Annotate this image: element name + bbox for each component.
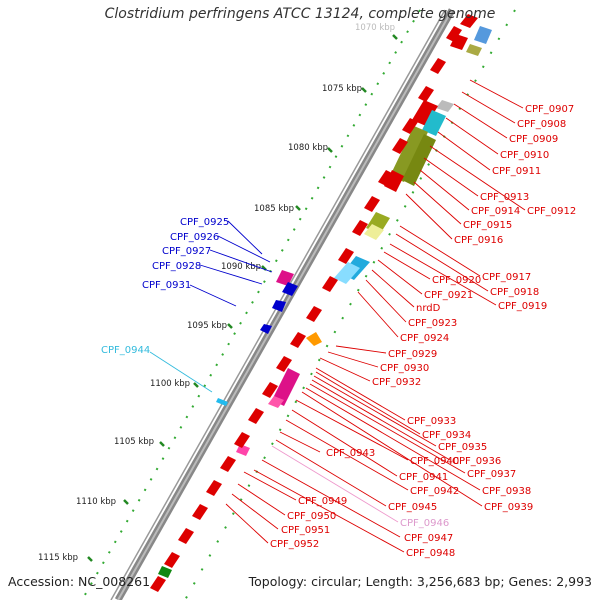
scale-label-1095: 1095 kbp — [187, 321, 227, 331]
gene-label[interactable]: CPF_0918 — [490, 287, 539, 298]
gene-label[interactable]: CPF_0951 — [281, 525, 330, 536]
gene-feature[interactable] — [364, 224, 384, 240]
gene-label[interactable]: CPF_0934 — [422, 430, 471, 441]
gene-label[interactable]: CPF_0946 — [400, 518, 449, 529]
gene-label[interactable]: CPF_0941 — [399, 472, 448, 483]
gene-feature[interactable] — [384, 170, 404, 192]
gene-label[interactable]: CPF_0913 — [480, 192, 529, 203]
gene-feature[interactable] — [390, 126, 428, 182]
gene-feature[interactable] — [422, 110, 446, 136]
gene-feature[interactable] — [474, 26, 492, 44]
gene-label[interactable]: CPF_0923 — [408, 318, 457, 329]
gene-label[interactable]: CPF_0921 — [424, 290, 473, 301]
backbone-gene-arrows — [150, 26, 462, 592]
gene-label[interactable]: CPF_0909 — [509, 134, 558, 145]
gene-label[interactable]: CPF_0908 — [517, 119, 566, 130]
gene-feature[interactable] — [466, 44, 482, 56]
gene-label[interactable]: CPF_0938 — [482, 486, 531, 497]
gene-feature[interactable] — [216, 398, 228, 406]
gene-feature[interactable] — [272, 368, 300, 406]
scale-label-1070: 1070 kbp — [355, 23, 395, 33]
scale-label-1115: 1115 kbp — [38, 553, 78, 563]
gene-label[interactable]: CPF_0940 — [410, 456, 459, 467]
gene-label[interactable]: CPF_0928 — [152, 261, 201, 272]
gene-label[interactable]: CPF_0930 — [380, 363, 429, 374]
gene-label[interactable]: CPF_0937 — [467, 469, 516, 480]
topology-label: Topology: circular; Length: 3,256,683 bp… — [248, 574, 592, 589]
gene-label[interactable]: CPF_0942 — [410, 486, 459, 497]
gene-label[interactable]: CPF_0919 — [498, 301, 547, 312]
genome-backbone-highlight — [117, 9, 453, 600]
gene-feature[interactable] — [306, 332, 322, 346]
gene-label[interactable]: CPF_0925 — [180, 217, 229, 228]
gene-label[interactable]: CPF_0907 — [525, 104, 574, 115]
scale-label-1105: 1105 kbp — [114, 437, 154, 447]
gene-feature[interactable] — [236, 444, 250, 456]
gene-label[interactable]: nrdD — [416, 303, 441, 314]
gene-label[interactable]: CPF_0912 — [527, 206, 576, 217]
gene-feature[interactable] — [260, 324, 272, 334]
gene-label[interactable]: CPF_0927 — [162, 246, 211, 257]
scale-label-1085: 1085 kbp — [254, 204, 294, 214]
gene-label[interactable]: CPF_0950 — [287, 511, 336, 522]
gene-feature[interactable] — [436, 100, 454, 112]
gene-feature[interactable] — [460, 14, 478, 28]
gene-feature[interactable] — [282, 282, 298, 296]
gene-label[interactable]: CPF_0939 — [484, 502, 533, 513]
forward-strand-genes[interactable] — [158, 14, 492, 578]
scale-major-ticks — [87, 34, 398, 562]
gene-label[interactable]: CPF_0948 — [406, 548, 455, 559]
gene-feature[interactable] — [272, 300, 286, 312]
gene-feature[interactable] — [158, 566, 172, 578]
gene-label[interactable]: CPF_0947 — [404, 533, 453, 544]
gene-label[interactable]: CPF_0917 — [482, 272, 531, 283]
gene-label[interactable]: CPF_0914 — [471, 206, 520, 217]
gene-label[interactable]: CPF_0933 — [407, 416, 456, 427]
gene-label[interactable]: CPF_0931 — [142, 280, 191, 291]
gene-label[interactable]: CPF_0944 — [101, 345, 150, 356]
gene-label[interactable]: CPF_0945 — [388, 502, 437, 513]
gene-label[interactable]: CPF_0935 — [438, 442, 487, 453]
scale-label-1100: 1100 kbp — [150, 379, 190, 389]
scale-label-1110: 1110 kbp — [76, 497, 116, 507]
map-title: Clostridium perfringens ATCC 13124, comp… — [104, 6, 496, 22]
scale-label-1080: 1080 kbp — [288, 143, 328, 153]
gene-label[interactable]: CPF_0911 — [492, 166, 541, 177]
gene-feature[interactable] — [268, 396, 284, 408]
gene-label[interactable]: CPF_0952 — [270, 539, 319, 550]
reverse-strand-genes[interactable] — [216, 270, 298, 406]
scale-label-1090: 1090 kbp — [221, 262, 261, 272]
gene-label[interactable]: CPF_0920 — [432, 275, 481, 286]
gene-feature[interactable] — [276, 270, 294, 286]
gene-label[interactable]: CPF_0926 — [170, 232, 219, 243]
accession-label: Accession: NC_008261 — [8, 574, 151, 589]
gene-labels[interactable]: CPF_0907 CPF_0908 CPF_0909 CPF_0910 CPF_… — [101, 104, 576, 559]
gene-feature[interactable] — [402, 134, 436, 186]
gene-label[interactable]: CPF_0943 — [326, 448, 375, 459]
gene-label[interactable]: CPF_0915 — [463, 220, 512, 231]
gene-label[interactable]: CPF_0929 — [388, 349, 437, 360]
gene-feature[interactable] — [412, 100, 438, 126]
gene-label[interactable]: CPF_0949 — [298, 496, 347, 507]
gene-label[interactable]: CPF_0924 — [400, 333, 449, 344]
label-connectors — [149, 79, 526, 553]
gene-label[interactable]: CPF_0936 — [452, 456, 501, 467]
gene-label[interactable]: CPF_0916 — [454, 235, 503, 246]
gene-label[interactable]: CPF_0932 — [372, 377, 421, 388]
gene-label[interactable]: CPF_0910 — [500, 150, 549, 161]
gene-feature[interactable] — [334, 262, 360, 284]
scale-label-1075: 1075 kbp — [322, 84, 362, 94]
